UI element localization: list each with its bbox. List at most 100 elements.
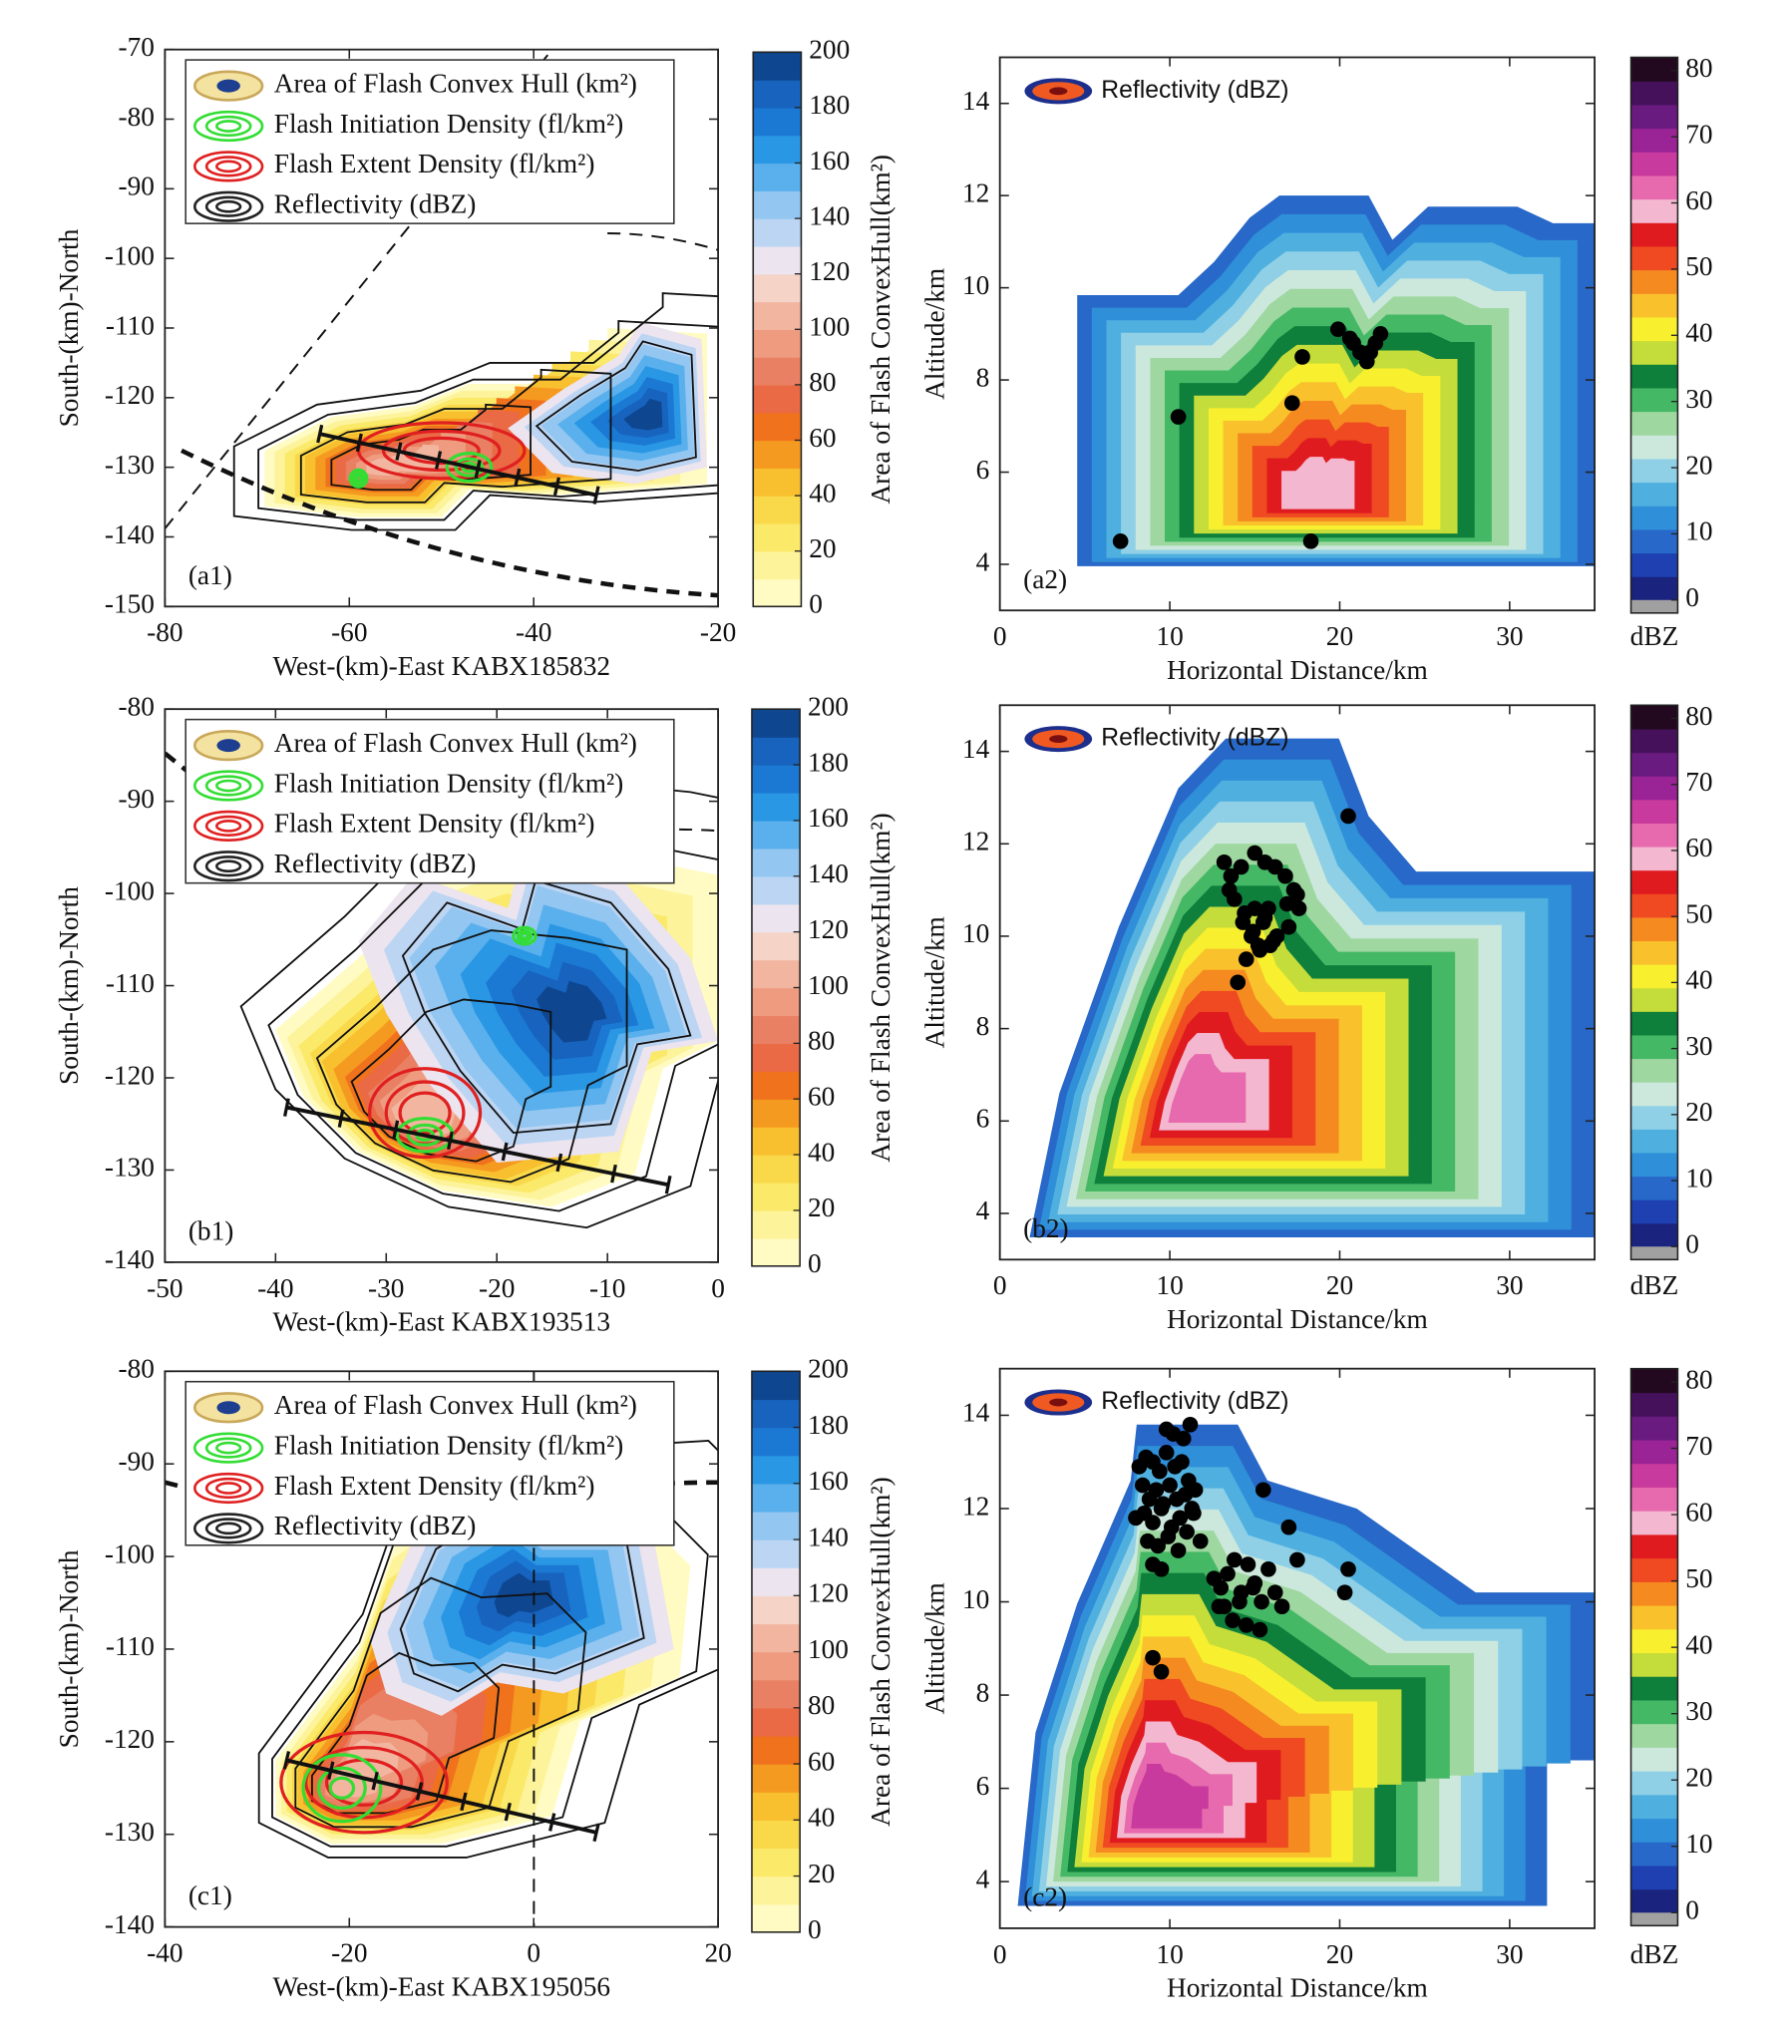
cross-section-tick xyxy=(371,1771,379,1791)
colorbar-band xyxy=(751,959,801,989)
reflectivity-contour xyxy=(257,320,719,521)
colorbar-band xyxy=(1630,104,1678,130)
legend-label: Reflectivity (dBZ) xyxy=(274,849,477,878)
cross-section-tick xyxy=(460,1792,468,1812)
colorbar-under xyxy=(1630,1912,1678,1926)
colorbar-tick-label: 50 xyxy=(1685,1563,1712,1593)
y-tick-label: 12 xyxy=(962,1491,989,1521)
colorbar-band xyxy=(1630,1581,1678,1606)
legend-label: Flash Extent Density (fl/km²) xyxy=(274,1471,595,1501)
colorbar-band xyxy=(751,1237,801,1267)
flash-initiation-contour xyxy=(512,925,538,946)
colorbar-band xyxy=(751,792,801,822)
reflectivity-fill xyxy=(1281,457,1355,510)
lightning-source xyxy=(1294,349,1310,365)
legend-label: Flash Extent Density (fl/km²) xyxy=(274,809,595,839)
colorbar-band xyxy=(1630,1034,1678,1060)
legend-icon xyxy=(215,120,242,133)
lightning-source xyxy=(1227,1551,1243,1568)
legend-icon xyxy=(193,810,264,842)
y-tick-label: 6 xyxy=(976,1104,990,1134)
colorbar-band xyxy=(1630,1176,1678,1200)
y-tick-label: 6 xyxy=(976,455,990,485)
colorbar-band xyxy=(1630,528,1678,554)
flash-initiation-contour xyxy=(348,468,369,489)
y-tick-label: -140 xyxy=(105,1909,155,1939)
y-tick-label: -90 xyxy=(119,171,155,201)
colorbar-tick-label: 40 xyxy=(808,1137,835,1167)
legend-label: Flash Extent Density (fl/km²) xyxy=(274,149,595,178)
plot-area xyxy=(999,705,1596,1260)
y-tick-label: 14 xyxy=(962,86,990,116)
colorbar-band xyxy=(753,384,802,414)
colorbar-tick-label: 0 xyxy=(1685,582,1699,612)
y-tick-label: -90 xyxy=(119,1446,155,1476)
colorbar-band xyxy=(1630,1604,1678,1630)
panel-label: (b1) xyxy=(188,1216,234,1246)
y-tick-label: 10 xyxy=(962,270,989,300)
legend-label: Area of Flash Convex Hull (km²) xyxy=(274,1390,637,1420)
y-tick-label: -120 xyxy=(105,1060,155,1090)
colorbar-band xyxy=(1630,576,1678,601)
lightning-source xyxy=(1177,1487,1194,1503)
colorbar-tick-label: 200 xyxy=(808,691,849,721)
plot-frame xyxy=(998,1367,1596,1929)
x-tick-label: -10 xyxy=(589,1273,625,1303)
reflectivity-contour xyxy=(315,929,628,1184)
colorbar-band xyxy=(753,52,802,81)
y-tick-label: -110 xyxy=(106,1631,155,1661)
colorbar-band xyxy=(753,357,802,386)
colorbar-band xyxy=(753,163,802,191)
lightning-source xyxy=(1150,1537,1166,1554)
colorbar-band xyxy=(1630,293,1678,318)
colorbar-band xyxy=(1630,1676,1678,1701)
y-tick-label: 6 xyxy=(976,1771,990,1801)
colorbar-band xyxy=(1630,506,1678,530)
legend-label: Reflectivity (dBZ) xyxy=(1101,725,1288,752)
lightning-source xyxy=(1247,900,1263,916)
colorbar-band xyxy=(1630,152,1678,176)
colorbar-band xyxy=(1630,482,1678,507)
lightning-source xyxy=(1302,533,1319,549)
lightning-source xyxy=(1266,858,1283,875)
lightning-source xyxy=(1280,1519,1297,1535)
lightning-source xyxy=(1160,1529,1177,1544)
colorbar-tick-label: 80 xyxy=(1685,53,1712,83)
lightning-source xyxy=(1145,1649,1161,1666)
y-tick-label: 12 xyxy=(962,177,989,207)
reflectivity-contour xyxy=(232,292,719,531)
colorbar-band xyxy=(1630,57,1678,82)
legend-label: Reflectivity (dBZ) xyxy=(1101,77,1288,104)
colorbar-tick-label: 20 xyxy=(808,1192,835,1222)
legend-icon xyxy=(193,851,264,882)
legend-icon xyxy=(204,815,252,837)
colorbar-band xyxy=(753,412,802,442)
colorbar-band xyxy=(753,329,802,358)
colorbar-band xyxy=(751,709,801,738)
y-tick-label: 4 xyxy=(976,1864,990,1893)
colorbar-tick-label: 200 xyxy=(809,35,850,65)
lightning-source xyxy=(1245,923,1261,940)
flash-initiation-contour xyxy=(519,931,530,940)
colorbar-tick-label: 40 xyxy=(809,478,836,508)
x-tick-label: -50 xyxy=(147,1273,182,1303)
lightning-source xyxy=(1232,1593,1248,1610)
cross-section-tick xyxy=(555,1153,563,1173)
colorbar-tick-label: 0 xyxy=(808,1248,822,1278)
legend-label: Reflectivity (dBZ) xyxy=(274,1511,477,1540)
y-axis-title: Altitude/km xyxy=(919,1582,949,1714)
y-tick-label: -80 xyxy=(119,102,155,132)
lightning-source xyxy=(1254,1593,1269,1610)
x-tick-label: -60 xyxy=(331,617,367,647)
y-tick-label: -110 xyxy=(106,968,155,998)
colorbar-tick-label: 60 xyxy=(1685,1497,1712,1527)
panel-label: (c1) xyxy=(188,1880,232,1910)
panel-label: (a2) xyxy=(1023,564,1067,594)
colorbar-band xyxy=(1630,1723,1678,1748)
cross-section-tick xyxy=(392,1120,400,1140)
colorbar-title: dBZ xyxy=(1630,621,1679,651)
range-ring xyxy=(165,1480,188,1491)
colorbar-tick-label: 40 xyxy=(1685,965,1712,995)
